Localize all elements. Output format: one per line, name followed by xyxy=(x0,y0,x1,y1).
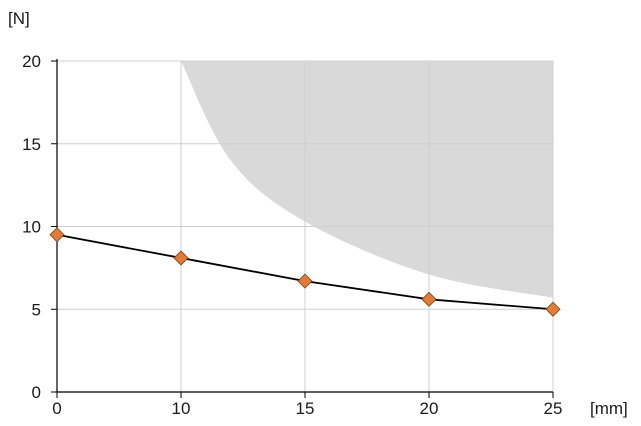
y-tick-label: 0 xyxy=(32,383,41,402)
y-tick-labels: 0 5 10 15 20 xyxy=(22,52,57,402)
data-point-marker xyxy=(545,301,561,317)
x-tick-labels: 0 10 15 20 25 xyxy=(52,392,562,418)
y-axis-unit-label: [N] xyxy=(8,9,30,28)
data-point-marker xyxy=(421,291,437,307)
data-point-marker xyxy=(297,273,313,289)
x-tick-label: 20 xyxy=(420,399,439,418)
shaded-region xyxy=(181,61,553,298)
data-point-marker xyxy=(173,250,189,266)
y-tick-label: 5 xyxy=(32,300,41,319)
data-point-marker xyxy=(49,227,65,243)
x-tick-label: 0 xyxy=(52,399,61,418)
y-tick-label: 10 xyxy=(22,218,41,237)
y-tick-label: 15 xyxy=(22,135,41,154)
x-tick-label: 10 xyxy=(172,399,191,418)
grid xyxy=(57,60,554,392)
x-tick-label: 25 xyxy=(544,399,563,418)
x-tick-label: 15 xyxy=(296,399,315,418)
x-axis-unit-label: [mm] xyxy=(590,399,628,418)
y-tick-label: 20 xyxy=(22,52,41,71)
series-markers xyxy=(49,227,561,317)
